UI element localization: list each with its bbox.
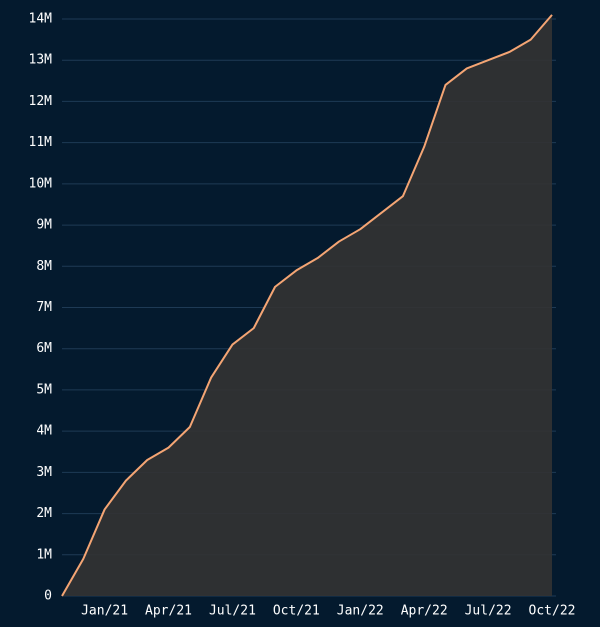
y-tick-label: 0 [44, 589, 52, 604]
area [62, 14, 552, 596]
y-tick-label: 10M [29, 176, 53, 191]
y-tick-label: 8M [36, 259, 52, 274]
x-tick-label: Jul/22 [465, 604, 512, 619]
y-tick-label: 7M [36, 300, 52, 315]
y-tick-label: 1M [36, 547, 52, 562]
y-tick-label: 2M [36, 506, 52, 521]
y-tick-label: 12M [29, 94, 53, 109]
x-tick-label: Jul/21 [209, 604, 256, 619]
x-tick-label: Jan/21 [81, 604, 128, 619]
y-tick-label: 14M [29, 12, 53, 27]
y-tick-label: 6M [36, 341, 52, 356]
x-tick-label: Oct/22 [529, 604, 576, 619]
y-tick-label: 13M [29, 53, 53, 68]
y-tick-label: 4M [36, 424, 52, 439]
x-tick-label: Jan/22 [337, 604, 384, 619]
y-tick-label: 5M [36, 382, 52, 397]
y-tick-label: 11M [29, 135, 53, 150]
line [61, 14, 553, 597]
y-tick-label: 3M [36, 465, 52, 480]
y-tick-label: 9M [36, 218, 52, 233]
x-tick-label: Apr/22 [401, 604, 448, 619]
x-tick-label: Oct/21 [273, 604, 320, 619]
x-tick-label: Apr/21 [145, 604, 192, 619]
